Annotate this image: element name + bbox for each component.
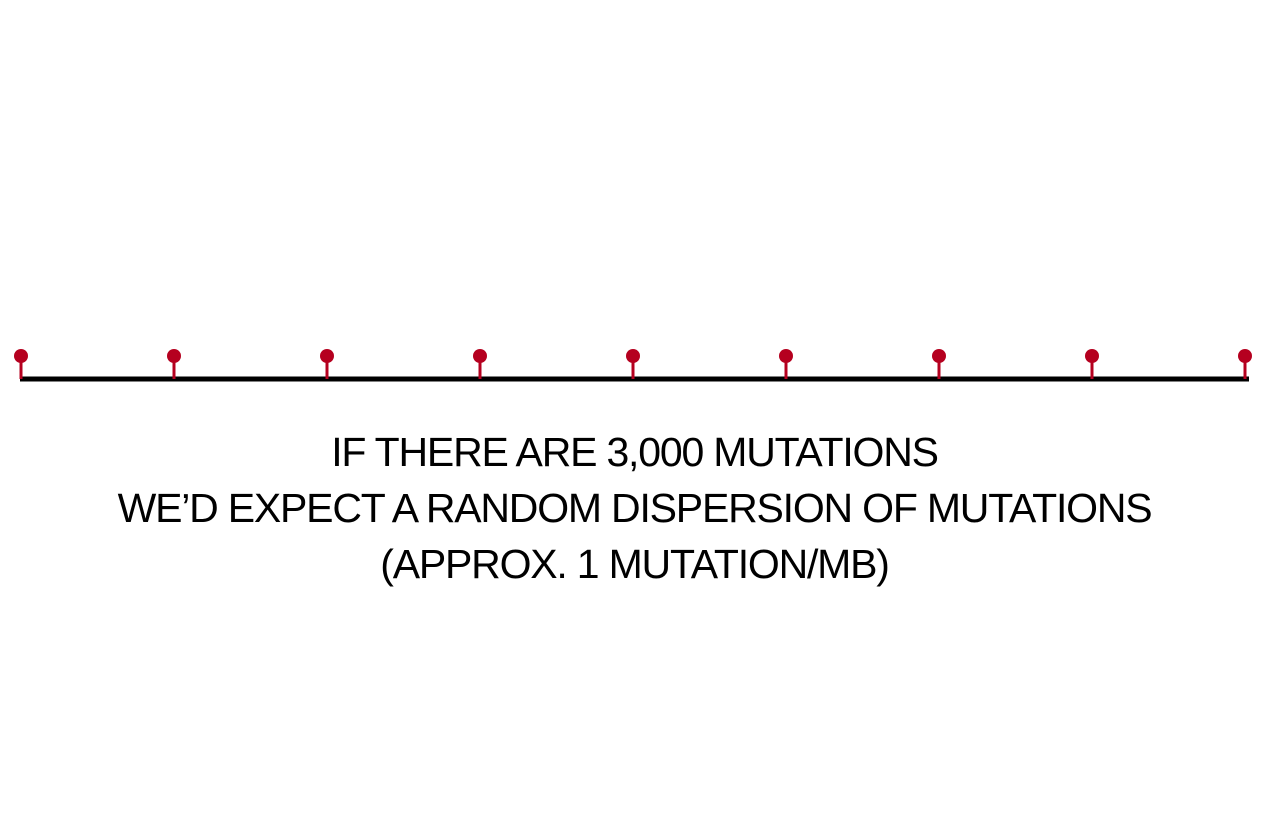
pin-head — [1238, 349, 1252, 363]
pin-marker-icon — [320, 349, 334, 379]
caption: IF THERE ARE 3,000 MUTATIONS WE’D EXPECT… — [0, 424, 1269, 592]
pin-marker-icon — [626, 349, 640, 379]
pin-head — [779, 349, 793, 363]
pin-head — [473, 349, 487, 363]
caption-line-1: IF THERE ARE 3,000 MUTATIONS — [331, 429, 939, 475]
pin-marker-icon — [14, 349, 28, 379]
mutation-markers — [14, 349, 1252, 379]
pin-head — [320, 349, 334, 363]
pin-head — [626, 349, 640, 363]
caption-line-2: WE’D EXPECT A RANDOM DISPERSION OF MUTAT… — [117, 485, 1153, 531]
pin-head — [14, 349, 28, 363]
pin-marker-icon — [779, 349, 793, 379]
pin-marker-icon — [167, 349, 181, 379]
pin-marker-icon — [932, 349, 946, 379]
caption-line-3: (APPROX. 1 MUTATION/MB) — [380, 541, 890, 587]
pin-head — [932, 349, 946, 363]
pin-head — [167, 349, 181, 363]
pin-marker-icon — [1085, 349, 1099, 379]
pin-marker-icon — [1238, 349, 1252, 379]
pin-marker-icon — [473, 349, 487, 379]
pin-head — [1085, 349, 1099, 363]
